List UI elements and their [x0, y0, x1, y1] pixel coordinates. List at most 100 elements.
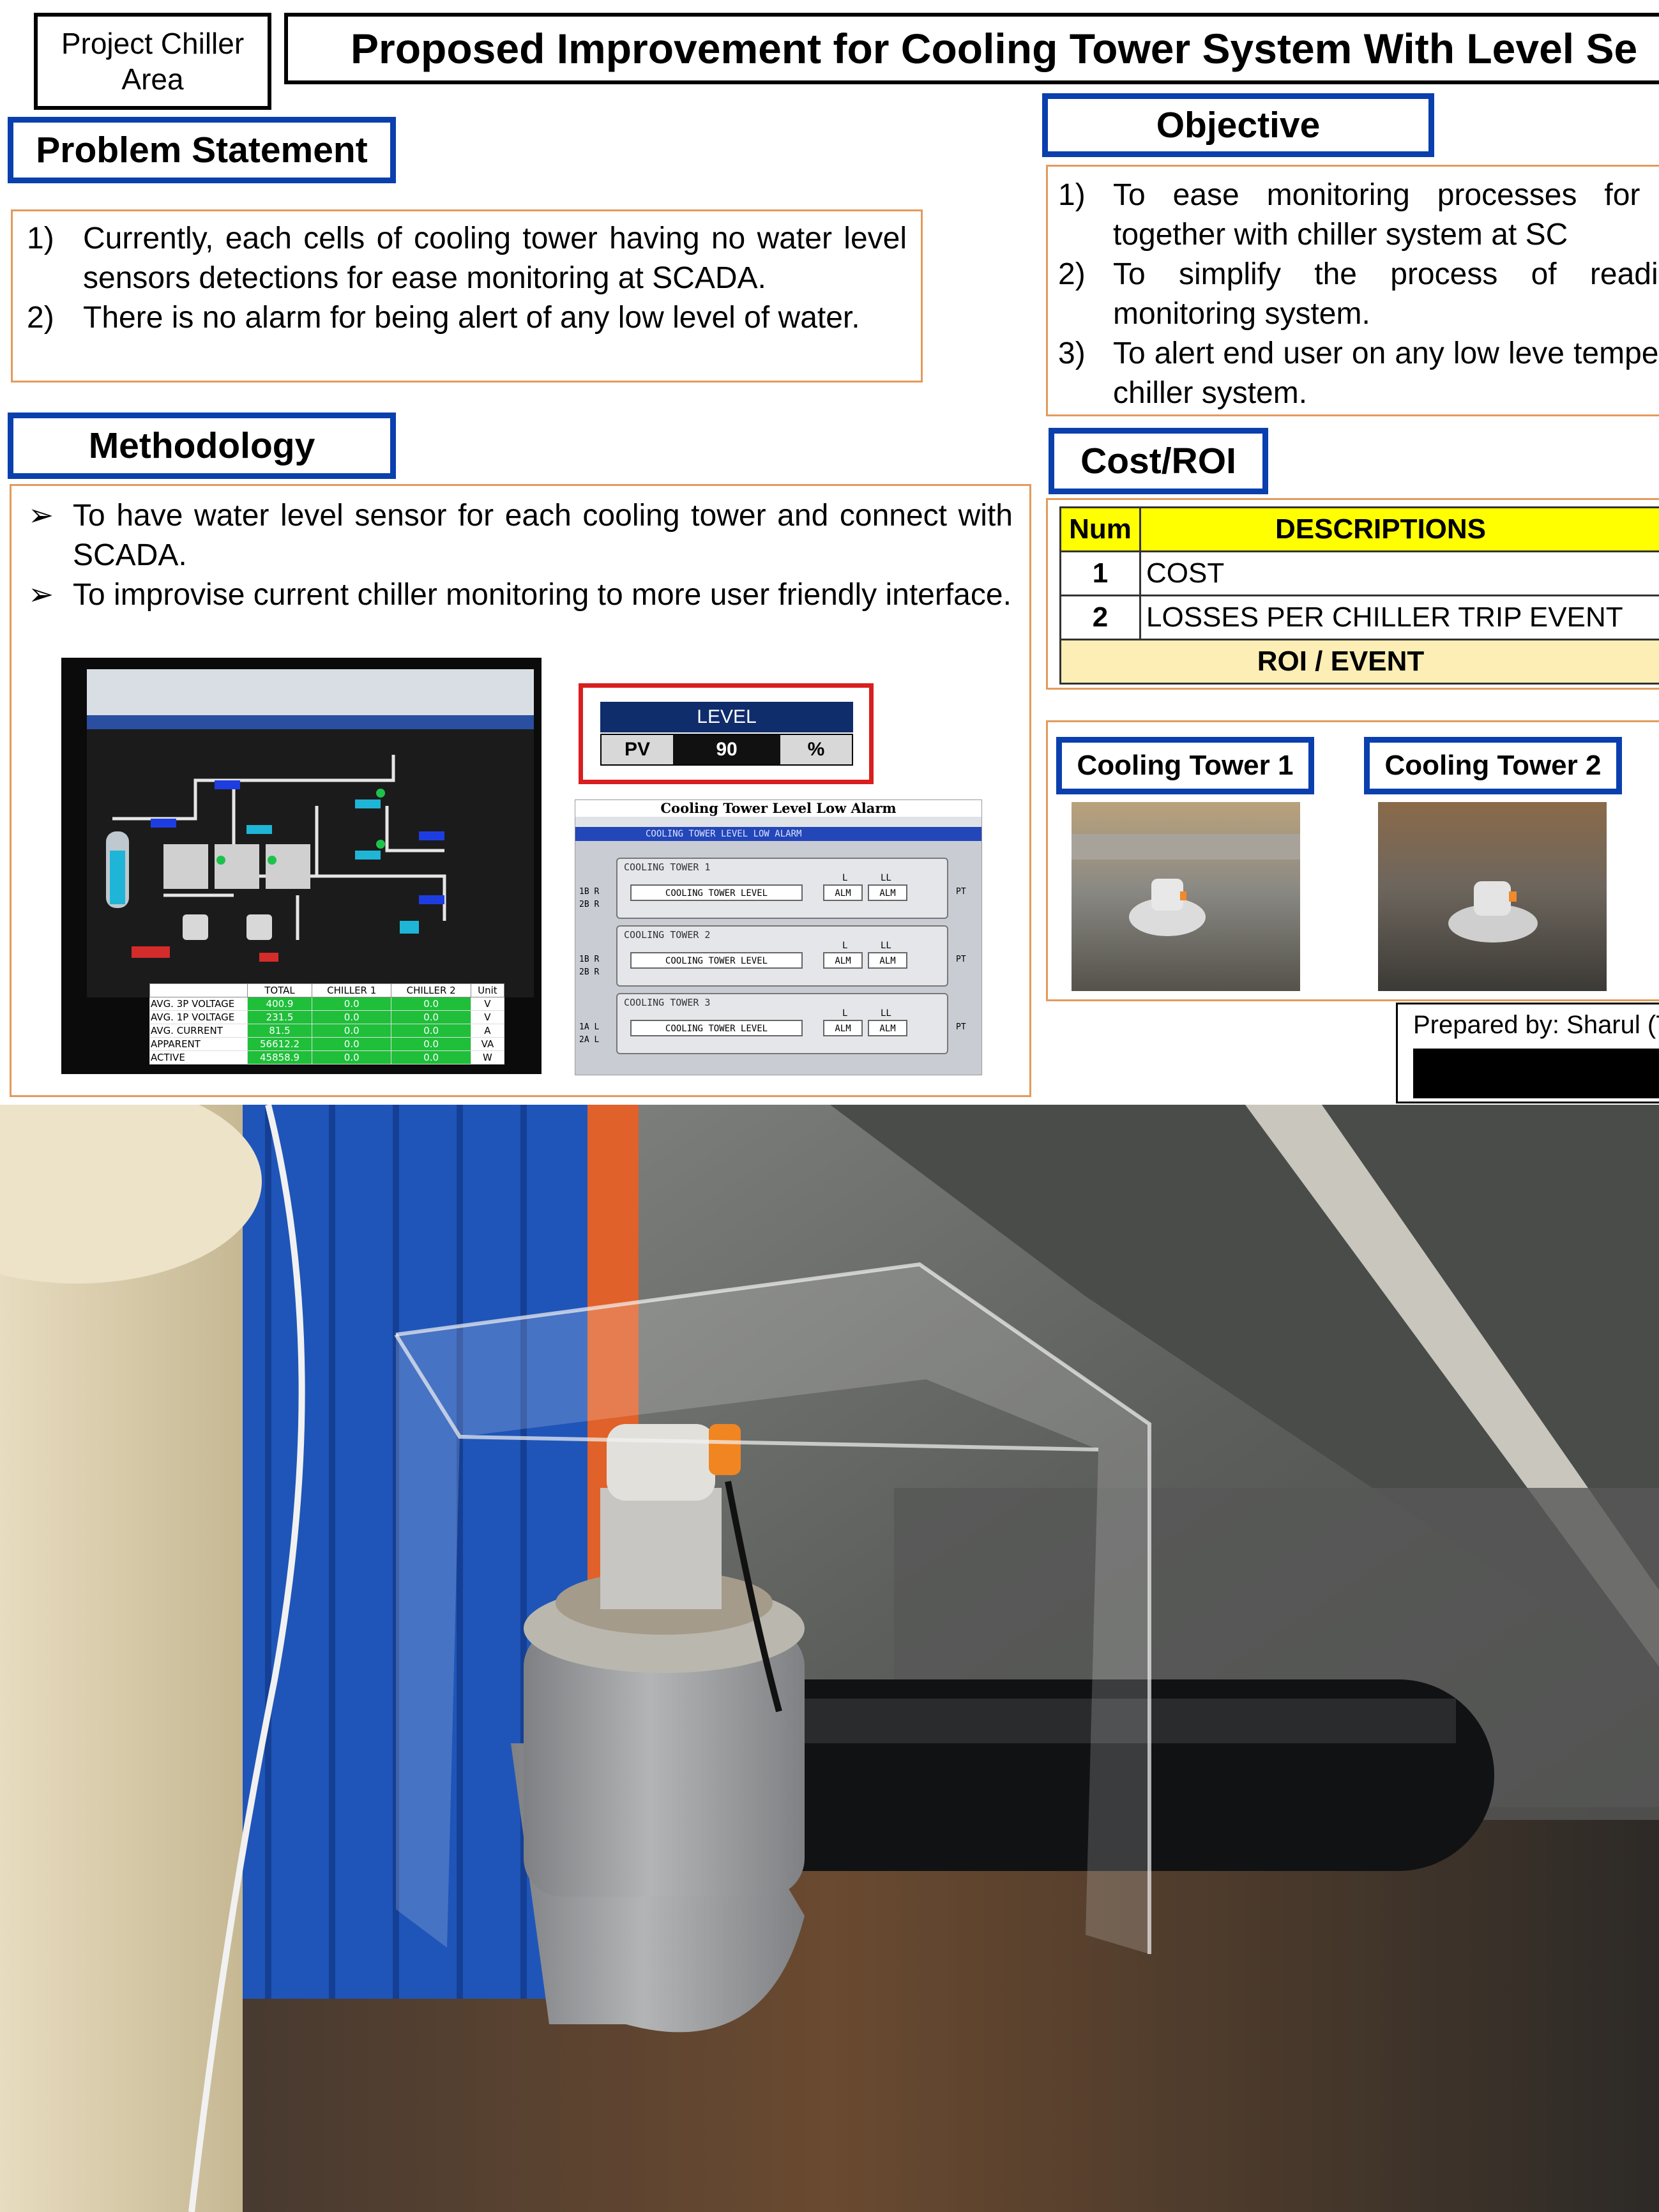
table-header-row: TOTAL CHILLER 1 CHILLER 2 Unit	[149, 983, 505, 997]
scada-power-table: TOTAL CHILLER 1 CHILLER 2 Unit AVG. 3P V…	[149, 983, 505, 1064]
sensor-installation-illustration	[0, 1105, 1659, 2212]
prepared-by-text: Prepared by: Sharul (Tu	[1413, 1011, 1659, 1039]
area-label: Project Chiller Area	[34, 13, 271, 110]
scada-canvas	[87, 729, 534, 997]
table-row: APPARENT 56612.2 0.0 0.0 VA	[149, 1037, 505, 1051]
col-unit: Unit	[470, 983, 505, 997]
alarm-right-tag: PT	[956, 955, 966, 964]
item-text: To improvise current chiller monitoring …	[73, 578, 1011, 612]
page-title: Proposed Improvement for Cooling Tower S…	[284, 13, 1659, 84]
level-title: LEVEL	[600, 702, 853, 732]
table-row: ACTIVE 45858.9 0.0 0.0 W	[149, 1050, 505, 1064]
pv-value: 90	[673, 735, 780, 764]
item-text: To ease monitoring processes for c level…	[1113, 178, 1659, 252]
alarm-l-button[interactable]: ALM	[823, 1020, 863, 1036]
methodology-heading-text: Methodology	[88, 425, 315, 466]
item-text: There is no alarm for being alert of any…	[83, 301, 860, 335]
col-num: Num	[1059, 506, 1141, 552]
level-widget: LEVEL PV 90 %	[579, 683, 874, 784]
item-text: To alert end user on any low leve temper…	[1113, 337, 1659, 410]
alarm-ll-button[interactable]: ALM	[868, 1020, 907, 1036]
tower-name: COOLING TOWER 3	[624, 997, 711, 1008]
installation-photo	[0, 1105, 1659, 2212]
alarm-left-tag: 1B R	[579, 955, 600, 964]
col-total: TOTAL	[246, 983, 313, 997]
cost-roi-panel: Num DESCRIPTIONS 1 COST 2 LOSSES PER CHI…	[1046, 498, 1659, 690]
tower-level-field: COOLING TOWER LEVEL	[630, 1020, 803, 1036]
level-flag-l: L	[842, 1008, 848, 1019]
tower2-label-text: Cooling Tower 2	[1384, 750, 1602, 781]
level-flag-ll: LL	[881, 1008, 891, 1019]
level-flag-l: L	[842, 873, 848, 883]
problem-list: 1) Currently, each cells of cooling towe…	[27, 219, 907, 338]
problem-heading: Problem Statement	[8, 117, 396, 183]
alarm-ll-button[interactable]: ALM	[868, 884, 907, 901]
table-row: AVG. 1P VOLTAGE 231.5 0.0 0.0 V	[149, 1010, 505, 1024]
list-item: 2) To simplify the process of reading wa…	[1058, 255, 1659, 334]
table-header-row: Num DESCRIPTIONS	[1059, 506, 1659, 552]
list-item: 3) To alert end user on any low leve tem…	[1058, 334, 1659, 413]
list-item: ➢ To have water level sensor for each co…	[28, 496, 1013, 575]
table-footer-row: ROI / EVENT	[1059, 639, 1659, 685]
alarm-panel: Cooling Tower Level Low Alarm COOLING TO…	[575, 799, 982, 1075]
alarm-panel-toolbar	[575, 817, 981, 827]
alarm-l-button[interactable]: ALM	[823, 952, 863, 969]
col-chiller2: CHILLER 2	[391, 983, 471, 997]
tower1-label: Cooling Tower 1	[1056, 737, 1314, 794]
item-number: 2)	[27, 301, 54, 335]
col-descriptions: DESCRIPTIONS	[1139, 506, 1659, 552]
bullet-arrow-icon: ➢	[28, 499, 54, 533]
item-number: 1)	[1058, 178, 1086, 212]
scada-screenshot: TOTAL CHILLER 1 CHILLER 2 Unit AVG. 3P V…	[61, 658, 542, 1074]
alarm-left-tag: 1B R	[579, 887, 600, 897]
alarm-right-tag: PT	[956, 1022, 966, 1032]
item-text: Currently, each cells of cooling tower h…	[83, 222, 907, 295]
level-flag-l: L	[842, 941, 848, 951]
tower2-label: Cooling Tower 2	[1364, 737, 1622, 794]
alarm-panel-banner: COOLING TOWER LEVEL LOW ALARM	[575, 827, 981, 841]
prepared-by-box: Prepared by: Sharul (Tu	[1396, 1003, 1659, 1103]
sensor-photo-illustration	[1072, 834, 1300, 936]
item-number: 3)	[1058, 337, 1086, 370]
alarm-l-button[interactable]: ALM	[823, 884, 863, 901]
list-item: 2) There is no alarm for being alert of …	[27, 298, 907, 338]
objective-list: 1) To ease monitoring processes for c le…	[1058, 176, 1659, 413]
item-text: To simplify the process of reading wat m…	[1113, 257, 1659, 331]
tower2-photo	[1378, 802, 1607, 991]
alarm-tower-3: COOLING TOWER 3 L LL COOLING TOWER LEVEL…	[616, 993, 948, 1054]
cost-roi-heading-text: Cost/ROI	[1080, 441, 1236, 481]
list-item: 1) Currently, each cells of cooling towe…	[27, 219, 907, 298]
list-item: 1) To ease monitoring processes for c le…	[1058, 176, 1659, 255]
scada-pipe-diagram	[106, 755, 446, 962]
scada-nav-tabs	[87, 715, 534, 729]
item-text: To have water level sensor for each cool…	[73, 499, 1013, 572]
alarm-panel-title: Cooling Tower Level Low Alarm	[575, 800, 981, 817]
methodology-list: ➢ To have water level sensor for each co…	[28, 496, 1013, 615]
tower-name: COOLING TOWER 1	[624, 861, 711, 873]
alarm-right-tag: PT	[956, 887, 966, 897]
table-row: AVG. 3P VOLTAGE 400.9 0.0 0.0 V	[149, 997, 505, 1011]
table-row: 2 LOSSES PER CHILLER TRIP EVENT	[1059, 595, 1659, 640]
area-label-line1: Project Chiller	[61, 27, 245, 60]
tower-level-field: COOLING TOWER LEVEL	[630, 952, 803, 969]
alarm-left-tag: 2B R	[579, 967, 600, 977]
alarm-banner-text: COOLING TOWER LEVEL LOW ALARM	[646, 829, 802, 839]
table-row: 1 COST	[1059, 550, 1659, 596]
scada-nav-bar	[87, 669, 534, 715]
col-chiller1: CHILLER 1	[312, 983, 392, 997]
tower1-label-text: Cooling Tower 1	[1077, 750, 1294, 781]
tower-level-field: COOLING TOWER LEVEL	[630, 884, 803, 901]
sensor-photo-illustration	[1448, 881, 1538, 943]
alarm-left-tag: 2A L	[579, 1035, 600, 1045]
alarm-ll-button[interactable]: ALM	[868, 952, 907, 969]
cost-roi-heading: Cost/ROI	[1049, 428, 1268, 494]
bullet-arrow-icon: ➢	[28, 578, 54, 612]
pv-label: PV	[602, 735, 673, 764]
page-title-text: Proposed Improvement for Cooling Tower S…	[351, 25, 1638, 72]
item-number: 1)	[27, 222, 54, 255]
level-flag-ll: LL	[881, 873, 891, 883]
cost-roi-table: Num DESCRIPTIONS 1 COST 2 LOSSES PER CHI…	[1059, 506, 1659, 685]
level-flag-ll: LL	[881, 941, 891, 951]
list-item: ➢ To improvise current chiller monitorin…	[28, 575, 1013, 615]
tower-name: COOLING TOWER 2	[624, 929, 711, 941]
